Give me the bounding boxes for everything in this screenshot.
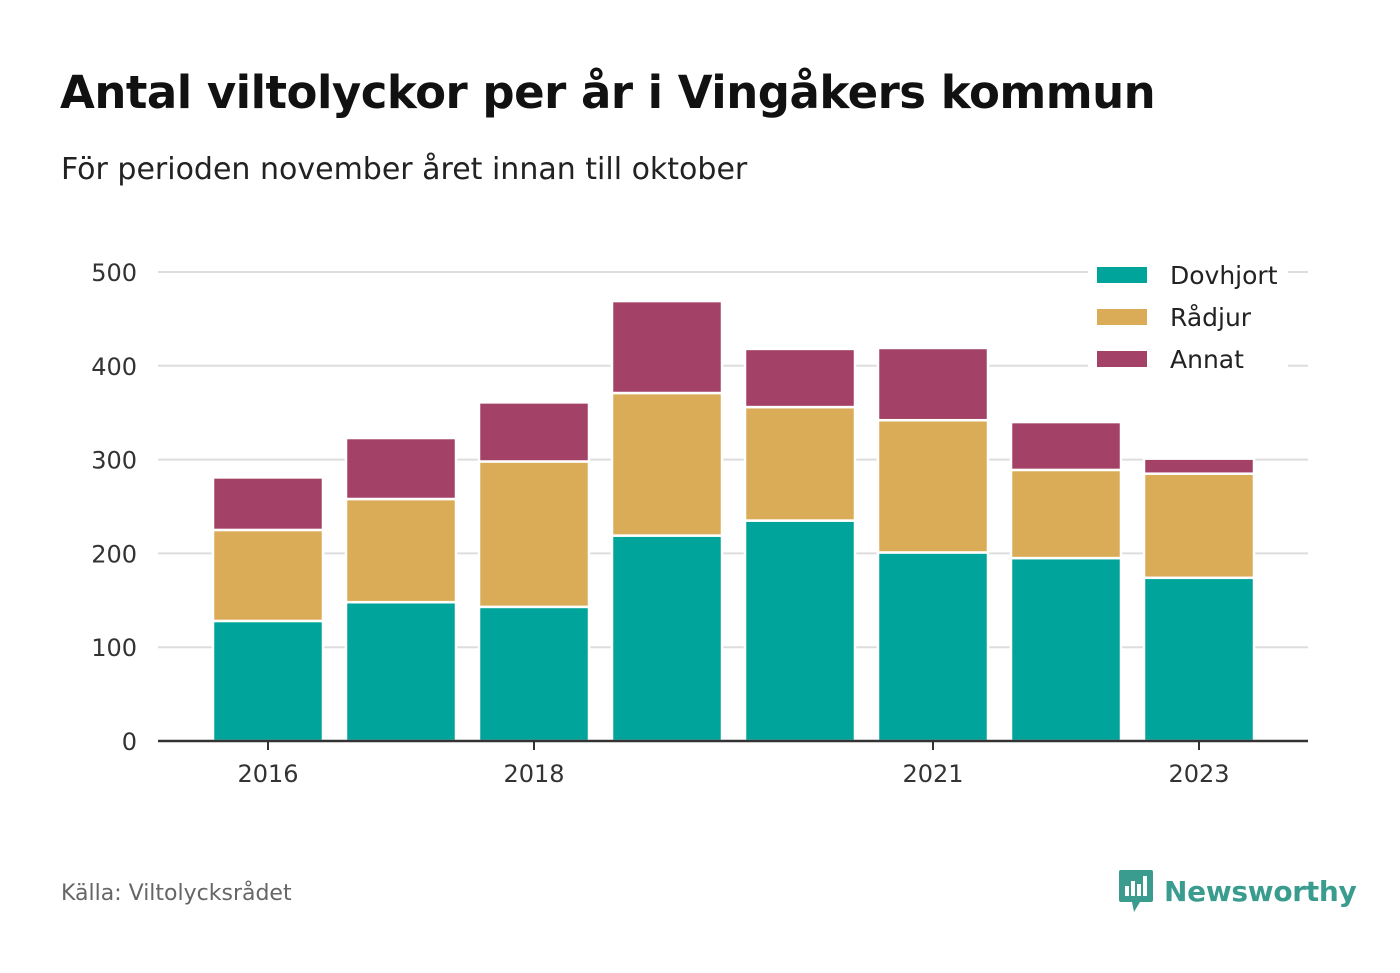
bar-segment <box>743 405 857 522</box>
legend-swatch <box>1097 267 1147 283</box>
legend-label: Dovhjort <box>1170 261 1278 290</box>
bar-segment <box>743 347 857 409</box>
legend: Dovhjort Rådjur Annat <box>1088 252 1288 374</box>
bar-segment <box>211 476 325 532</box>
bars <box>211 299 1256 743</box>
bar-segment <box>477 401 591 463</box>
brand-name: Newsworthy <box>1164 874 1357 908</box>
bar-segment <box>344 600 458 743</box>
x-tick-label: 2016 <box>237 760 298 788</box>
y-tick-label: 0 <box>122 728 137 756</box>
bar-segment <box>1009 420 1123 472</box>
bar-segment <box>610 299 724 395</box>
bar-segment <box>1142 457 1256 475</box>
bar-segment <box>344 436 458 501</box>
bar-segment <box>610 534 724 743</box>
bar-segment <box>876 346 990 422</box>
bar-segment <box>876 418 990 554</box>
bar-segment <box>610 391 724 537</box>
brand-logo: Newsworthy <box>1118 868 1357 914</box>
y-tick-label: 500 <box>91 259 137 287</box>
legend-swatch <box>1097 351 1147 367</box>
x-tick-label: 2021 <box>902 760 963 788</box>
bar-segment <box>344 497 458 604</box>
chart-title: Antal viltolyckor per år i Vingåkers kom… <box>60 66 1156 119</box>
legend-label: Rådjur <box>1170 303 1252 332</box>
bar-segment <box>743 519 857 743</box>
bar-segment <box>1009 468 1123 560</box>
bar-segment <box>211 619 325 743</box>
axes: 0 100 200 300 400 500 2016 2018 2021 2023 <box>91 259 1308 788</box>
bar-segment <box>1142 576 1256 743</box>
y-tick-label: 400 <box>91 353 137 381</box>
x-tick-label: 2023 <box>1168 760 1229 788</box>
bar-segment <box>1142 472 1256 580</box>
y-tick-label: 300 <box>91 447 137 475</box>
bar-segment <box>477 460 591 609</box>
y-tick-label: 100 <box>91 634 137 662</box>
bar-segment <box>211 528 325 623</box>
y-tick-label: 200 <box>91 540 137 568</box>
x-tick-label: 2018 <box>503 760 564 788</box>
bar-segment <box>876 551 990 743</box>
legend-swatch <box>1097 309 1147 325</box>
chart-subtitle: För perioden november året innan till ok… <box>61 152 748 187</box>
bar-segment <box>477 605 591 743</box>
newsworthy-logo-icon <box>1119 870 1153 912</box>
legend-label: Annat <box>1170 345 1244 374</box>
bar-segment <box>1009 556 1123 743</box>
source-note: Källa: Viltolycksrådet <box>61 881 292 906</box>
